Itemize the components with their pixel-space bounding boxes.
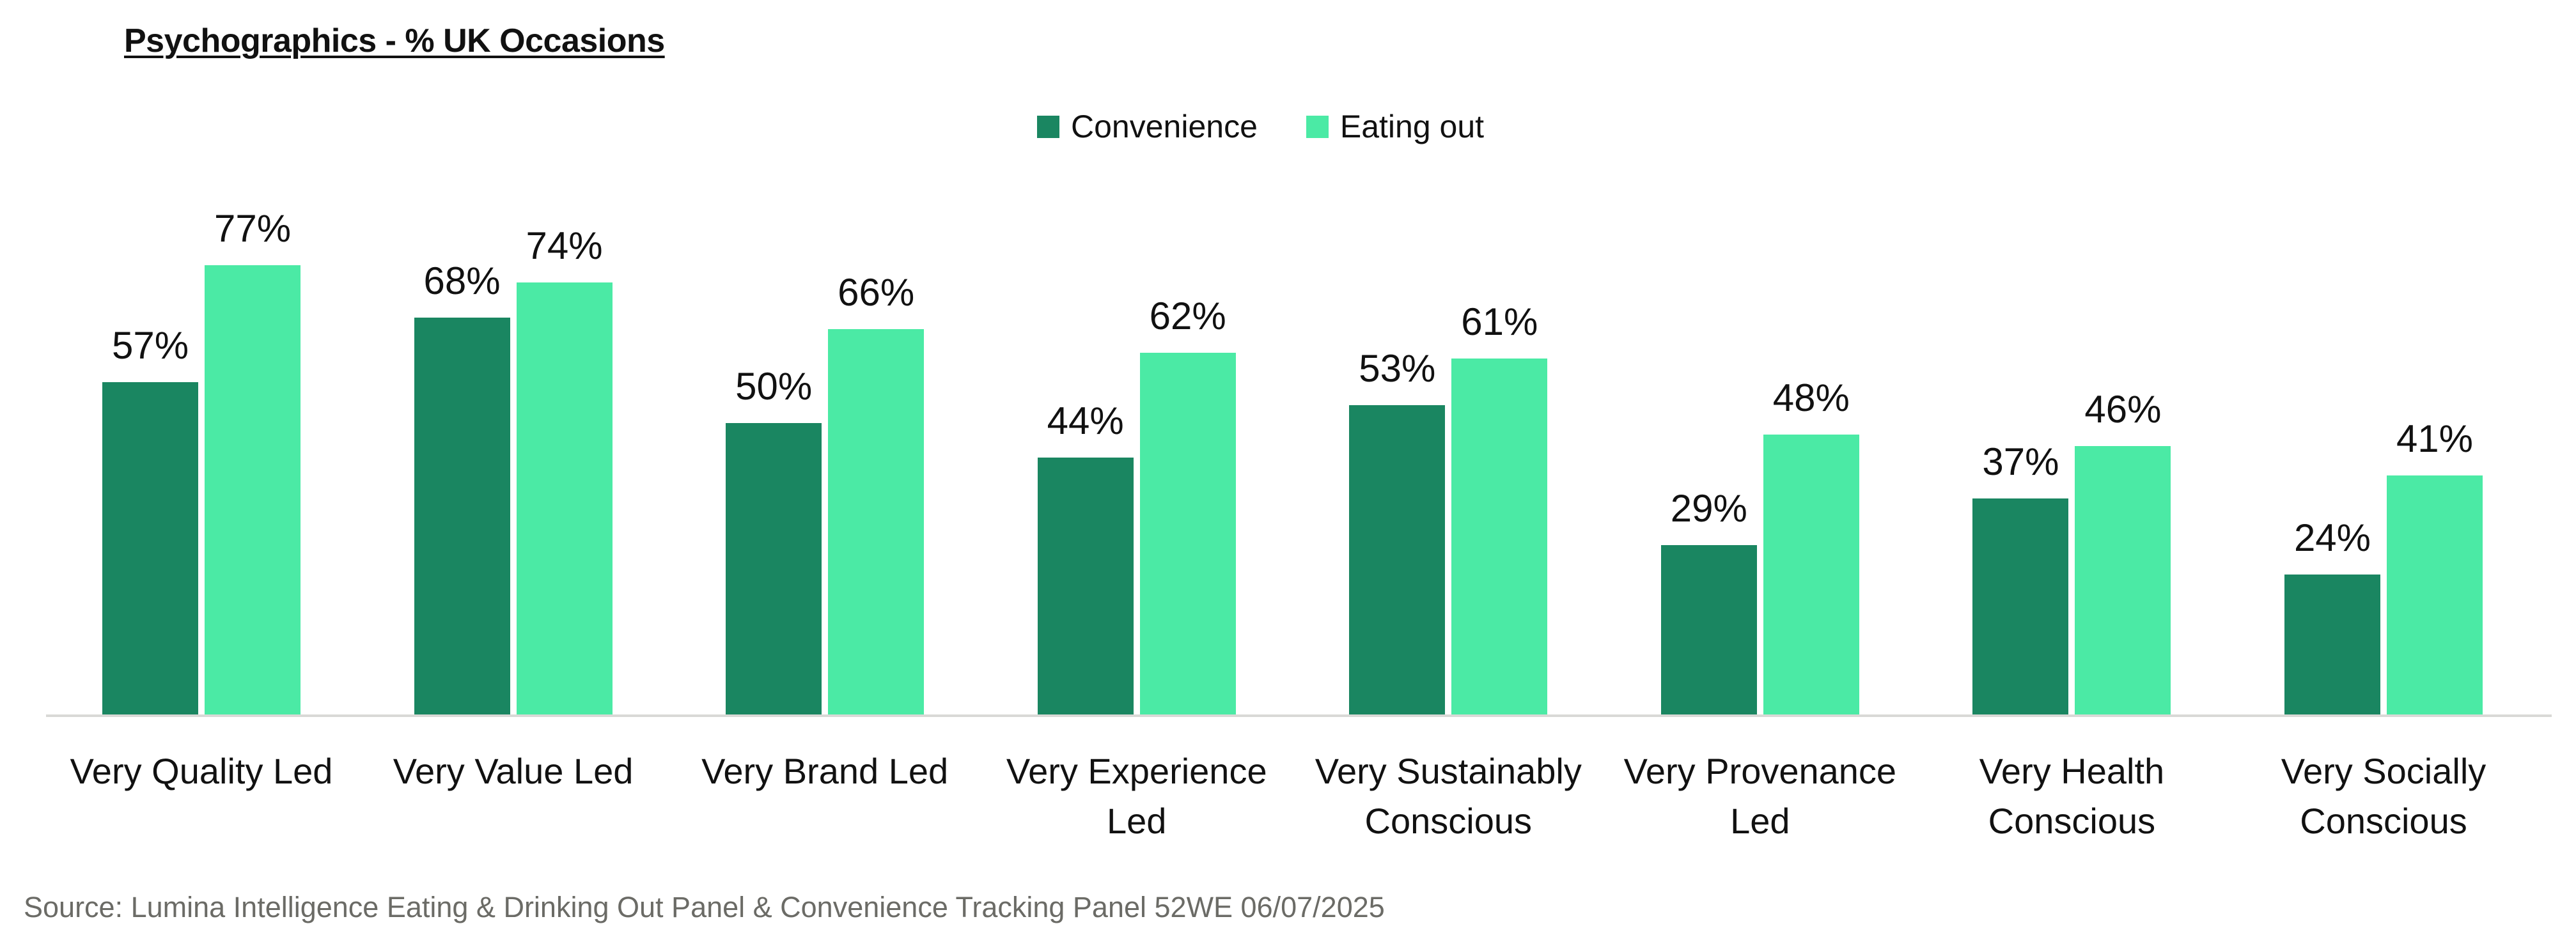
legend: Convenience Eating out: [1037, 107, 1533, 146]
bar-convenience: [414, 318, 510, 714]
legend-item-eating-out: Eating out: [1306, 107, 1484, 146]
legend-label: Eating out: [1339, 109, 1485, 144]
legend-label: Convenience: [1071, 109, 1258, 144]
bar-convenience: [1660, 545, 1757, 714]
data-label: 46%: [2084, 388, 2162, 431]
bar-eating-out: [828, 329, 925, 714]
data-label: 62%: [1149, 294, 1226, 337]
data-label: 50%: [735, 364, 813, 408]
data-label: 29%: [1670, 487, 1747, 530]
data-label: 68%: [423, 259, 501, 303]
bar-convenience: [726, 422, 822, 714]
data-label: 48%: [1772, 376, 1850, 419]
bar-convenience: [1349, 405, 1446, 714]
x-axis-category-label: Very Brand Led: [701, 751, 949, 791]
data-label: 57%: [111, 323, 189, 367]
bar-convenience: [102, 382, 198, 714]
bar-convenience: [1972, 498, 2069, 714]
bar-eating-out: [2075, 446, 2171, 714]
data-label: 44%: [1047, 399, 1124, 443]
bar-eating-out: [205, 265, 301, 714]
x-axis-category-label: Very Health Conscious: [1979, 751, 2165, 841]
x-axis-category-label: Very Quality Led: [70, 751, 333, 791]
bar-eating-out: [1139, 352, 1236, 714]
legend-item-convenience: Convenience: [1037, 107, 1258, 146]
data-label: 77%: [214, 206, 292, 250]
data-label: 53%: [1359, 347, 1436, 390]
bar-convenience: [1037, 458, 1134, 714]
bar-eating-out: [1451, 359, 1548, 714]
x-axis-category-label: Very Value Led: [393, 751, 634, 791]
source-note: Source: Lumina Intelligence Eating & Dri…: [24, 891, 1385, 923]
x-axis-category-label: Very Experience Led: [1006, 751, 1267, 841]
data-label: 66%: [838, 271, 915, 314]
data-label: 37%: [1982, 440, 2059, 484]
bar-eating-out: [516, 282, 613, 714]
legend-swatch-convenience-icon: [1037, 115, 1059, 138]
bar-eating-out: [2386, 475, 2483, 714]
x-axis-category-label: Very Socially Conscious: [2281, 751, 2486, 841]
data-label: 74%: [526, 224, 603, 268]
bar-eating-out: [1763, 434, 1859, 714]
data-label: 61%: [1461, 300, 1538, 344]
legend-swatch-eating-out-icon: [1306, 115, 1329, 138]
chart-title: Psychographics - % UK Occasions: [124, 22, 665, 59]
x-axis-category-label: Very Sustainably Conscious: [1315, 751, 1582, 841]
x-axis-category-label: Very Provenance Led: [1623, 751, 1897, 841]
bar-convenience: [2284, 574, 2380, 714]
x-axis-line: [46, 714, 2552, 717]
data-label: 41%: [2396, 417, 2474, 460]
data-label: 24%: [2293, 516, 2371, 559]
